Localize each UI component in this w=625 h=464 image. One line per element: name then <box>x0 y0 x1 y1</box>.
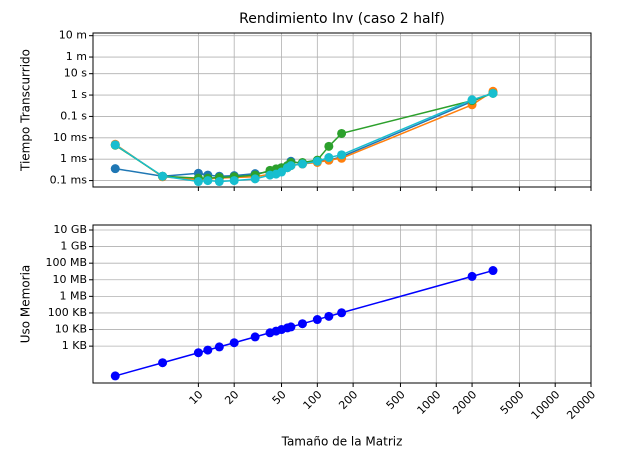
point <box>312 315 322 325</box>
axes-frame <box>92 32 592 188</box>
point <box>286 322 296 332</box>
x-tick-label: 20000 <box>564 388 598 422</box>
point <box>110 371 120 381</box>
point <box>337 308 347 318</box>
y-axis-label: Uso Memoria <box>19 265 33 344</box>
y-tick-label: 1 ms <box>60 152 87 165</box>
point <box>312 156 322 166</box>
point <box>297 319 307 329</box>
y-tick-label: 1 s <box>71 88 87 101</box>
point <box>229 338 239 348</box>
point <box>324 311 334 321</box>
point <box>324 141 334 151</box>
axes-frame <box>92 224 592 384</box>
point <box>193 177 203 187</box>
point <box>467 95 477 105</box>
x-tick-label: 20 <box>222 388 241 407</box>
y-tick-label: 10 s <box>64 67 87 80</box>
point <box>214 177 224 187</box>
y-tick-label: 10 GB <box>53 223 87 236</box>
point <box>158 358 168 368</box>
x-tick-label: 1000 <box>415 388 444 417</box>
x-tick-label: 10000 <box>528 388 562 422</box>
y-tick-label: 0.1 s <box>60 109 87 122</box>
y-tick-label: 1 MB <box>59 289 87 302</box>
point <box>203 345 213 355</box>
point <box>203 176 213 186</box>
y-axis-label: Tiempo Transcurrido <box>19 49 33 172</box>
point <box>250 332 260 342</box>
x-tick-label: 500 <box>384 388 408 412</box>
point <box>158 171 168 181</box>
x-tick-label: 100 <box>301 388 325 412</box>
point <box>297 159 307 169</box>
y-tick-label: 1 GB <box>60 240 87 253</box>
y-tick-label: 100 KB <box>48 306 87 319</box>
point <box>337 150 347 160</box>
y-tick-label: 0.1 ms <box>50 174 88 187</box>
x-tick-label: 2000 <box>450 388 479 417</box>
point <box>286 161 296 171</box>
y-tick-label: 1 KB <box>62 339 87 352</box>
point <box>110 164 120 174</box>
y-tick-label: 10 MB <box>52 273 87 286</box>
point <box>250 174 260 184</box>
y-tick-label: 100 MB <box>45 256 87 269</box>
x-tick-label: 5000 <box>498 388 527 417</box>
point <box>488 266 498 276</box>
y-tick-label: 1 m <box>66 50 87 63</box>
y-tick-label: 10 m <box>59 29 87 42</box>
point <box>337 128 347 138</box>
x-tick-label: 10 <box>187 388 206 407</box>
chart-title: Rendimiento Inv (caso 2 half) <box>239 11 445 27</box>
x-tick-label: 200 <box>336 388 360 412</box>
point <box>229 176 239 186</box>
point <box>324 152 334 162</box>
point <box>488 88 498 98</box>
point <box>214 342 224 352</box>
point <box>110 140 120 150</box>
y-tick-label: 10 KB <box>55 323 87 336</box>
point <box>193 348 203 358</box>
point <box>467 271 477 281</box>
x-axis-label: Tamaño de la Matriz <box>281 435 403 449</box>
x-tick-label: 50 <box>270 388 289 407</box>
y-tick-label: 10 ms <box>53 131 87 144</box>
